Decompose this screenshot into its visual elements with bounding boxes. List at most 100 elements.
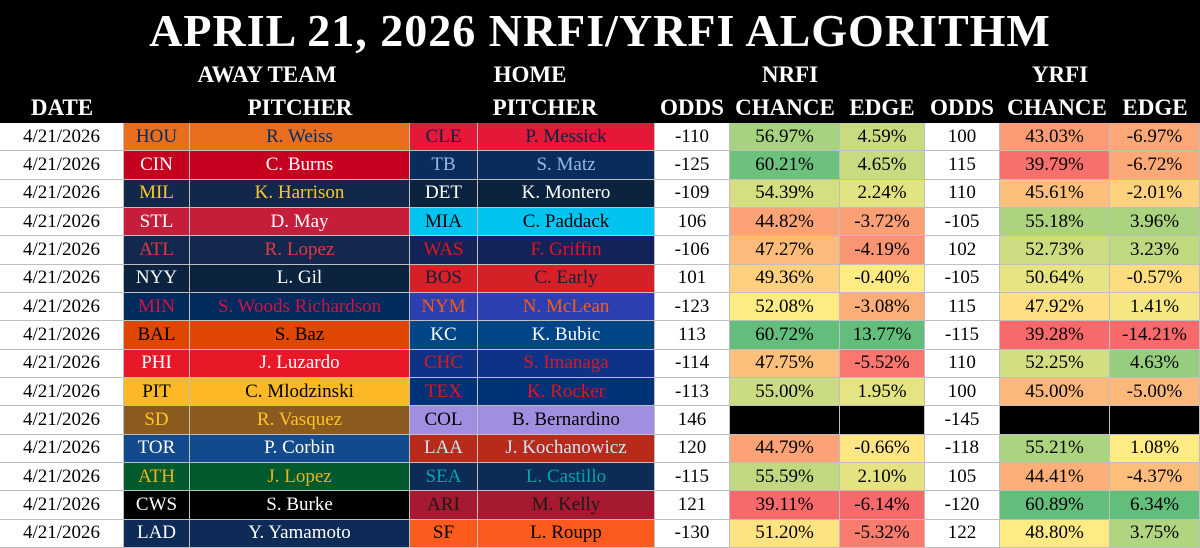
yrfi-odds: -145 (925, 406, 1000, 435)
yrfi-edge: -0.57% (1110, 264, 1200, 293)
home-team: NYM (410, 293, 478, 322)
yrfi-edge: -5.00% (1110, 378, 1200, 407)
yrfi-edge: 4.63% (1110, 349, 1200, 378)
home-pitcher: K. Montero (478, 179, 655, 208)
nrfi-edge: -4.19% (840, 236, 925, 265)
nrfi-edge: -3.08% (840, 293, 925, 322)
home-team: CHC (410, 349, 478, 378)
away-pitcher: C. Burns (190, 151, 410, 180)
home-team: ARI (410, 491, 478, 520)
home-pitcher: M. Kelly (478, 491, 655, 520)
yrfi-chance: 39.79% (1000, 151, 1110, 180)
yrfi-odds: -115 (925, 321, 1000, 350)
home-pitcher: L. Roupp (478, 519, 655, 548)
yrfi-chance: 45.00% (1000, 378, 1110, 407)
yrfi-odds: 110 (925, 349, 1000, 378)
yrfi-odds: 100 (925, 123, 1000, 152)
away-pitcher: P. Corbin (190, 434, 410, 463)
home-pitcher: J. Kochanowicz (478, 434, 655, 463)
away-team: SD (124, 406, 190, 435)
column-header: ODDS (660, 95, 724, 120)
nrfi-edge: -0.40% (840, 264, 925, 293)
home-pitcher: L. Castillo (478, 463, 655, 492)
away-team: CIN (124, 151, 190, 180)
date: 4/21/2026 (0, 293, 124, 322)
nrfi-chance: 55.59% (730, 463, 840, 492)
nrfi-chance: 47.75% (730, 349, 840, 378)
yrfi-chance: 48.80% (1000, 519, 1110, 548)
home-team: WAS (410, 236, 478, 265)
away-pitcher: S. Burke (190, 491, 410, 520)
column-header: EDGE (849, 95, 915, 120)
nrfi-chance: 51.20% (730, 519, 840, 548)
yrfi-chance: 50.64% (1000, 264, 1110, 293)
group-header: AWAY TEAM (197, 62, 337, 87)
nrfi-edge: -3.72% (840, 208, 925, 237)
home-team: TB (410, 151, 478, 180)
date: 4/21/2026 (0, 463, 124, 492)
date: 4/21/2026 (0, 434, 124, 463)
away-team: MIL (124, 179, 190, 208)
away-pitcher: L. Gil (190, 264, 410, 293)
home-pitcher: P. Messick (478, 123, 655, 152)
nrfi-edge (840, 406, 925, 435)
yrfi-odds: 102 (925, 236, 1000, 265)
nrfi-edge: 4.65% (840, 151, 925, 180)
away-team: PHI (124, 349, 190, 378)
nrfi-odds: -110 (655, 123, 730, 152)
away-pitcher: C. Mlodzinski (190, 378, 410, 407)
nrfi-odds: 101 (655, 264, 730, 293)
away-team: NYY (124, 264, 190, 293)
away-team: BAL (124, 321, 190, 350)
yrfi-edge: -14.21% (1110, 321, 1200, 350)
yrfi-edge: -2.01% (1110, 179, 1200, 208)
date: 4/21/2026 (0, 123, 124, 152)
yrfi-chance: 52.25% (1000, 349, 1110, 378)
column-header: ODDS (930, 95, 994, 120)
home-pitcher: S. Matz (478, 151, 655, 180)
title: APRIL 21, 2026 NRFI/YRFI ALGORITHM (149, 5, 1051, 56)
yrfi-odds: 122 (925, 519, 1000, 548)
date: 4/21/2026 (0, 349, 124, 378)
home-team: MIA (410, 208, 478, 237)
home-pitcher: S. Imanaga (478, 349, 655, 378)
away-pitcher: Y. Yamamoto (190, 519, 410, 548)
home-team: LAA (410, 434, 478, 463)
away-pitcher: J. Luzardo (190, 349, 410, 378)
away-pitcher: R. Weiss (190, 123, 410, 152)
nrfi-edge: -6.14% (840, 491, 925, 520)
yrfi-odds: 110 (925, 179, 1000, 208)
nrfi-odds: 120 (655, 434, 730, 463)
date: 4/21/2026 (0, 378, 124, 407)
away-team: MIN (124, 293, 190, 322)
nrfi-odds: -106 (655, 236, 730, 265)
nrfi-odds: -114 (655, 349, 730, 378)
yrfi-edge: 6.34% (1110, 491, 1200, 520)
nrfi-chance: 52.08% (730, 293, 840, 322)
away-pitcher: R. Vasquez (190, 406, 410, 435)
date: 4/21/2026 (0, 264, 124, 293)
yrfi-odds: 105 (925, 463, 1000, 492)
yrfi-edge: 3.75% (1110, 519, 1200, 548)
yrfi-odds: 115 (925, 293, 1000, 322)
nrfi-edge: -5.32% (840, 519, 925, 548)
yrfi-edge: 3.23% (1110, 236, 1200, 265)
column-header: EDGE (1122, 95, 1188, 120)
nrfi-chance: 49.36% (730, 264, 840, 293)
nrfi-odds: -113 (655, 378, 730, 407)
away-pitcher: S. Baz (190, 321, 410, 350)
yrfi-edge: 1.41% (1110, 293, 1200, 322)
yrfi-chance: 52.73% (1000, 236, 1110, 265)
nrfi-chance (730, 406, 840, 435)
away-pitcher: J. Lopez (190, 463, 410, 492)
nrfi-odds: -123 (655, 293, 730, 322)
nrfi-odds: 146 (655, 406, 730, 435)
date: 4/21/2026 (0, 321, 124, 350)
home-pitcher: C. Early (478, 264, 655, 293)
column-header: PITCHER (247, 95, 353, 120)
nrfi-edge: -0.66% (840, 434, 925, 463)
date: 4/21/2026 (0, 519, 124, 548)
yrfi-chance: 47.92% (1000, 293, 1110, 322)
nrfi-chance: 44.79% (730, 434, 840, 463)
nrfi-edge: 2.10% (840, 463, 925, 492)
